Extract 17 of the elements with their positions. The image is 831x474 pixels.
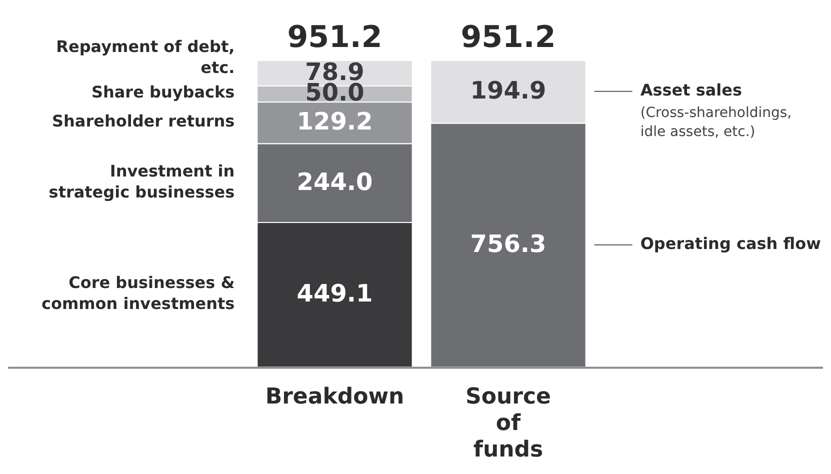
- series-label: Investment in strategic businesses: [48, 161, 235, 202]
- series-label: Repayment of debt, etc.: [56, 36, 235, 77]
- text: (Cross-shareholdings, idle assets, etc.): [640, 105, 792, 140]
- data-label: 449.1: [296, 280, 373, 308]
- text: Asset sales: [640, 80, 742, 100]
- data-label: 129.2: [296, 108, 373, 136]
- total-label: 951.2: [460, 20, 556, 55]
- series-label: Share buybacks: [91, 82, 235, 102]
- series-label: Shareholder returns: [52, 112, 235, 131]
- data-label: 244.0: [296, 168, 373, 196]
- text: Operating cash flow: [640, 234, 822, 253]
- data-label: 756.3: [470, 230, 546, 258]
- x-tick-label: Breakdown: [265, 384, 404, 410]
- data-label: 194.9: [470, 76, 546, 105]
- x-tick-label: Source of funds: [466, 384, 551, 463]
- series-label: Core businesses & common investments: [41, 273, 235, 314]
- total-label: 951.2: [287, 20, 382, 55]
